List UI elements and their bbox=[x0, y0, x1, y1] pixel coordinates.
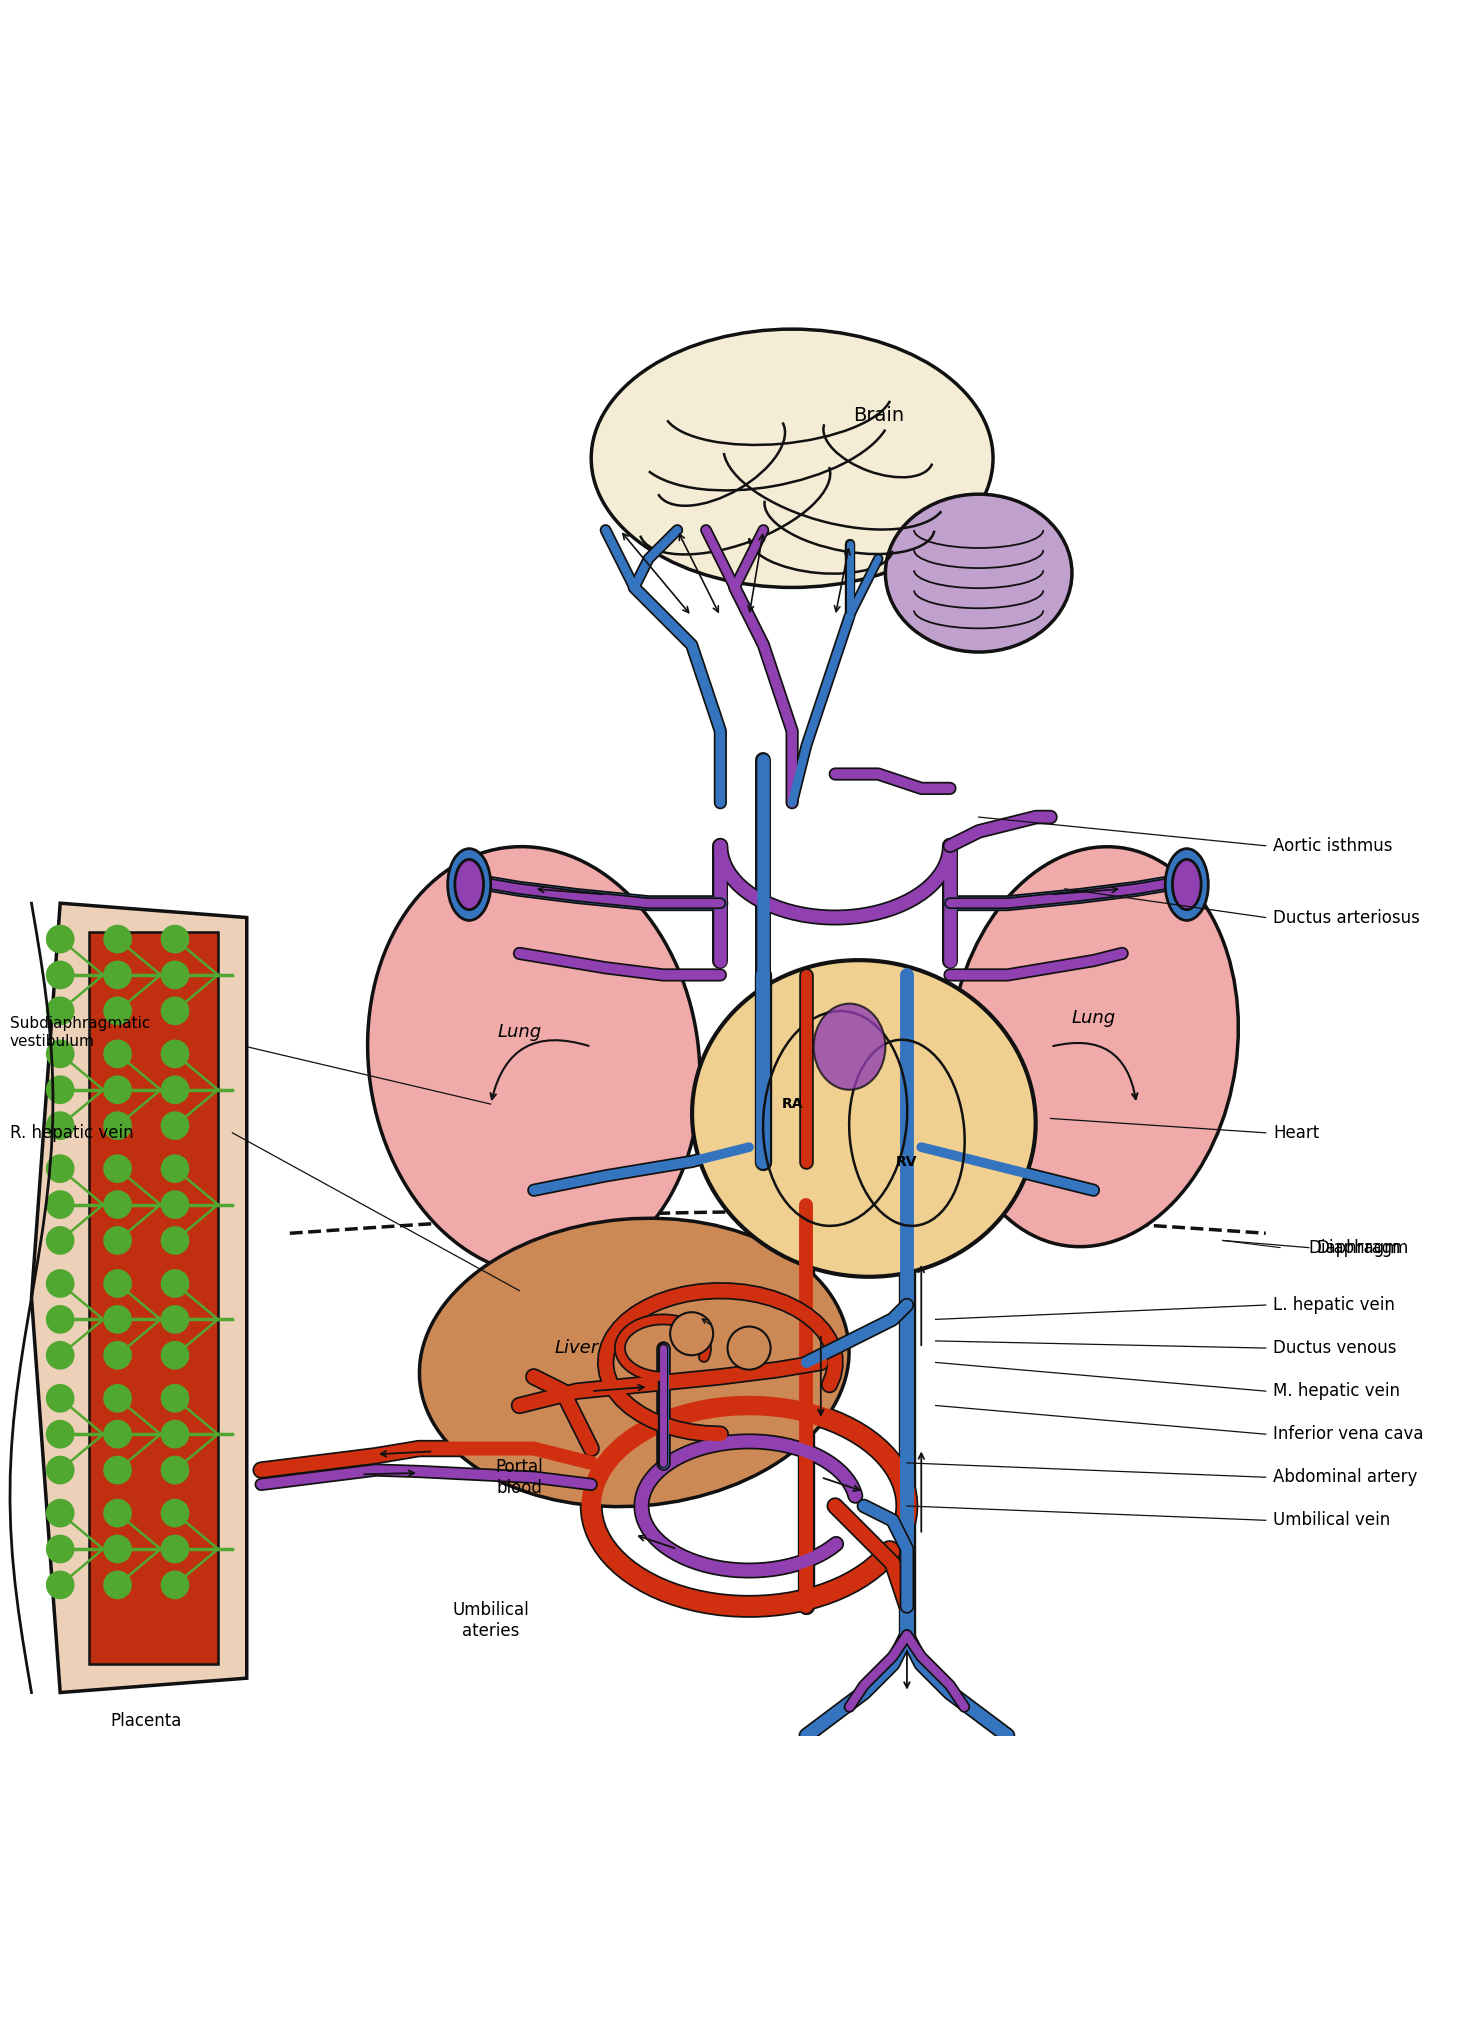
Circle shape bbox=[104, 1384, 131, 1413]
Text: Abdominal artery: Abdominal artery bbox=[1273, 1468, 1417, 1486]
Circle shape bbox=[45, 1456, 75, 1484]
Ellipse shape bbox=[1172, 859, 1201, 910]
Ellipse shape bbox=[454, 859, 484, 910]
Circle shape bbox=[728, 1327, 770, 1370]
Circle shape bbox=[161, 961, 190, 989]
Text: Portal
blood: Portal blood bbox=[495, 1458, 543, 1496]
Circle shape bbox=[104, 1040, 131, 1069]
Circle shape bbox=[45, 996, 75, 1026]
Circle shape bbox=[104, 1535, 131, 1564]
Circle shape bbox=[104, 1075, 131, 1104]
Circle shape bbox=[104, 1342, 131, 1370]
Circle shape bbox=[104, 1456, 131, 1484]
Circle shape bbox=[161, 1456, 190, 1484]
Circle shape bbox=[45, 1535, 75, 1564]
Circle shape bbox=[104, 996, 131, 1026]
Circle shape bbox=[104, 961, 131, 989]
Text: Placenta: Placenta bbox=[111, 1712, 183, 1731]
Text: Umbilical vein: Umbilical vein bbox=[1273, 1511, 1389, 1529]
Circle shape bbox=[161, 1191, 190, 1220]
Text: Liver: Liver bbox=[555, 1340, 599, 1358]
Circle shape bbox=[104, 1226, 131, 1254]
Circle shape bbox=[104, 1305, 131, 1334]
Circle shape bbox=[161, 1112, 190, 1140]
Circle shape bbox=[45, 1040, 75, 1069]
Circle shape bbox=[45, 1154, 75, 1183]
Text: Heart: Heart bbox=[1273, 1124, 1319, 1142]
Circle shape bbox=[45, 1305, 75, 1334]
Text: RA: RA bbox=[782, 1097, 804, 1112]
Circle shape bbox=[161, 1384, 190, 1413]
Circle shape bbox=[45, 1419, 75, 1448]
Circle shape bbox=[161, 996, 190, 1026]
Circle shape bbox=[104, 1191, 131, 1220]
Text: Subdiaphragmatic
vestibulum: Subdiaphragmatic vestibulum bbox=[10, 1016, 150, 1049]
Circle shape bbox=[104, 1498, 131, 1527]
Ellipse shape bbox=[885, 495, 1072, 652]
Circle shape bbox=[104, 1268, 131, 1297]
Text: Diaphragm: Diaphragm bbox=[1316, 1238, 1408, 1256]
Circle shape bbox=[45, 961, 75, 989]
Text: R. hepatic vein: R. hepatic vein bbox=[10, 1124, 133, 1142]
Circle shape bbox=[45, 1342, 75, 1370]
Text: Inferior vena cava: Inferior vena cava bbox=[1273, 1425, 1423, 1444]
Ellipse shape bbox=[368, 847, 700, 1275]
Circle shape bbox=[45, 1075, 75, 1104]
Circle shape bbox=[45, 924, 75, 953]
Polygon shape bbox=[89, 932, 218, 1663]
Circle shape bbox=[161, 1342, 190, 1370]
Text: Brain: Brain bbox=[853, 405, 904, 426]
Circle shape bbox=[161, 1040, 190, 1069]
Circle shape bbox=[104, 1419, 131, 1448]
Text: Lung: Lung bbox=[1071, 1010, 1116, 1026]
Circle shape bbox=[161, 924, 190, 953]
Ellipse shape bbox=[1166, 849, 1208, 920]
Circle shape bbox=[45, 1570, 75, 1598]
Ellipse shape bbox=[592, 330, 993, 588]
Circle shape bbox=[671, 1313, 713, 1356]
Circle shape bbox=[104, 1154, 131, 1183]
Ellipse shape bbox=[948, 847, 1239, 1246]
Circle shape bbox=[104, 1112, 131, 1140]
Circle shape bbox=[161, 1226, 190, 1254]
Circle shape bbox=[161, 1154, 190, 1183]
Text: Umbilical
ateries: Umbilical ateries bbox=[453, 1602, 529, 1641]
Text: RV: RV bbox=[896, 1154, 918, 1169]
Circle shape bbox=[161, 1535, 190, 1564]
Ellipse shape bbox=[447, 849, 491, 920]
Text: Diaphragm: Diaphragm bbox=[1309, 1238, 1401, 1256]
Circle shape bbox=[161, 1570, 190, 1598]
Circle shape bbox=[161, 1075, 190, 1104]
Circle shape bbox=[161, 1419, 190, 1448]
Circle shape bbox=[104, 924, 131, 953]
Circle shape bbox=[104, 1570, 131, 1598]
Ellipse shape bbox=[693, 961, 1036, 1277]
Polygon shape bbox=[32, 904, 247, 1692]
Circle shape bbox=[45, 1112, 75, 1140]
Circle shape bbox=[45, 1498, 75, 1527]
Ellipse shape bbox=[419, 1218, 849, 1507]
Circle shape bbox=[45, 1191, 75, 1220]
Circle shape bbox=[161, 1498, 190, 1527]
Circle shape bbox=[45, 1384, 75, 1413]
Text: Aortic isthmus: Aortic isthmus bbox=[1273, 837, 1392, 855]
Circle shape bbox=[45, 1268, 75, 1297]
Text: Ductus arteriosus: Ductus arteriosus bbox=[1273, 908, 1420, 926]
Ellipse shape bbox=[814, 1004, 885, 1089]
Circle shape bbox=[161, 1305, 190, 1334]
Text: Lung: Lung bbox=[497, 1024, 542, 1040]
Text: Ductus venous: Ductus venous bbox=[1273, 1340, 1397, 1358]
Circle shape bbox=[45, 1226, 75, 1254]
Circle shape bbox=[161, 1268, 190, 1297]
Text: L. hepatic vein: L. hepatic vein bbox=[1273, 1297, 1395, 1313]
Text: M. hepatic vein: M. hepatic vein bbox=[1273, 1382, 1400, 1401]
